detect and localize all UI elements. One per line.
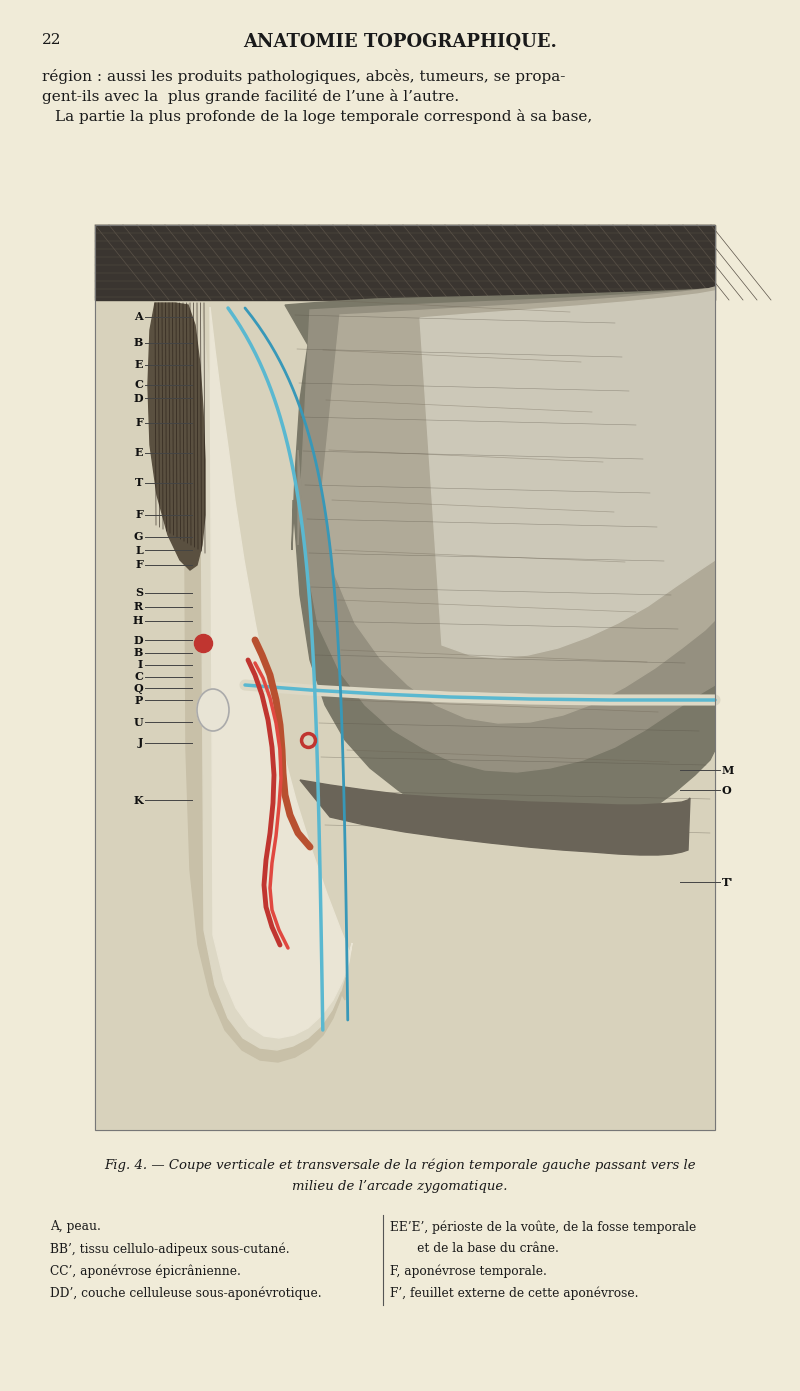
Text: C: C xyxy=(134,672,143,683)
Polygon shape xyxy=(300,780,690,855)
Text: B: B xyxy=(134,338,143,349)
Text: F, aponévrose temporale.: F, aponévrose temporale. xyxy=(390,1264,547,1277)
Polygon shape xyxy=(148,303,205,570)
Text: gent-ils avec la  plus grande facilité de l’une à l’autre.: gent-ils avec la plus grande facilité de… xyxy=(42,89,459,104)
Polygon shape xyxy=(420,291,715,658)
Text: K: K xyxy=(134,794,143,805)
Polygon shape xyxy=(185,303,348,1061)
Text: A, peau.: A, peau. xyxy=(50,1220,101,1232)
Text: L: L xyxy=(135,544,143,555)
Text: Q: Q xyxy=(134,683,143,694)
Text: M: M xyxy=(722,765,734,776)
Text: B: B xyxy=(134,647,143,658)
Text: F: F xyxy=(135,417,143,428)
Bar xyxy=(95,225,715,1129)
Text: CC’, aponévrose épicrânienne.: CC’, aponévrose épicrânienne. xyxy=(50,1264,241,1277)
Text: La partie la plus profonde de la loge temporale correspond à sa base,: La partie la plus profonde de la loge te… xyxy=(55,108,592,124)
Text: DD’, couche celluleuse sous-aponévrotique.: DD’, couche celluleuse sous-aponévrotiqu… xyxy=(50,1287,322,1299)
Text: U: U xyxy=(134,716,143,727)
Text: milieu de l’arcade zygomatique.: milieu de l’arcade zygomatique. xyxy=(292,1180,508,1193)
Text: F’, feuillet externe de cette aponévrose.: F’, feuillet externe de cette aponévrose… xyxy=(390,1287,638,1299)
Polygon shape xyxy=(298,288,715,772)
Text: ANATOMIE TOPOGRAPHIQUE.: ANATOMIE TOPOGRAPHIQUE. xyxy=(243,33,557,51)
Text: Fig. 4. — Coupe verticale et transversale de la région temporale gauche passant : Fig. 4. — Coupe verticale et transversal… xyxy=(104,1157,696,1171)
Text: T: T xyxy=(134,477,143,488)
Text: D: D xyxy=(134,634,143,645)
Text: S: S xyxy=(135,587,143,598)
Text: D: D xyxy=(134,392,143,403)
Text: EE’E’, périoste de la voûte, de la fosse temporale: EE’E’, périoste de la voûte, de la fosse… xyxy=(390,1220,696,1234)
Text: G: G xyxy=(134,531,143,542)
Text: P: P xyxy=(134,694,143,705)
Text: F: F xyxy=(135,559,143,570)
Text: H: H xyxy=(133,615,143,626)
Text: E: E xyxy=(134,359,143,370)
Ellipse shape xyxy=(197,689,229,732)
Text: O: O xyxy=(722,785,732,796)
Polygon shape xyxy=(95,225,715,300)
Text: C: C xyxy=(134,380,143,391)
Polygon shape xyxy=(322,287,715,723)
Polygon shape xyxy=(285,288,715,840)
Text: 22: 22 xyxy=(42,33,62,47)
Polygon shape xyxy=(200,305,349,1050)
Text: R: R xyxy=(134,601,143,612)
Polygon shape xyxy=(210,307,352,1038)
Text: F: F xyxy=(135,509,143,520)
Text: A: A xyxy=(134,312,143,323)
Text: I: I xyxy=(138,659,143,670)
Text: BB’, tissu cellulo-adipeux sous-cutané.: BB’, tissu cellulo-adipeux sous-cutané. xyxy=(50,1242,290,1256)
Text: et de la base du crâne.: et de la base du crâne. xyxy=(390,1242,559,1255)
Text: E: E xyxy=(134,448,143,459)
Text: T': T' xyxy=(722,876,734,887)
Text: région : aussi les produits pathologiques, abcès, tumeurs, se propa-: région : aussi les produits pathologique… xyxy=(42,70,566,83)
Text: J: J xyxy=(138,737,143,748)
